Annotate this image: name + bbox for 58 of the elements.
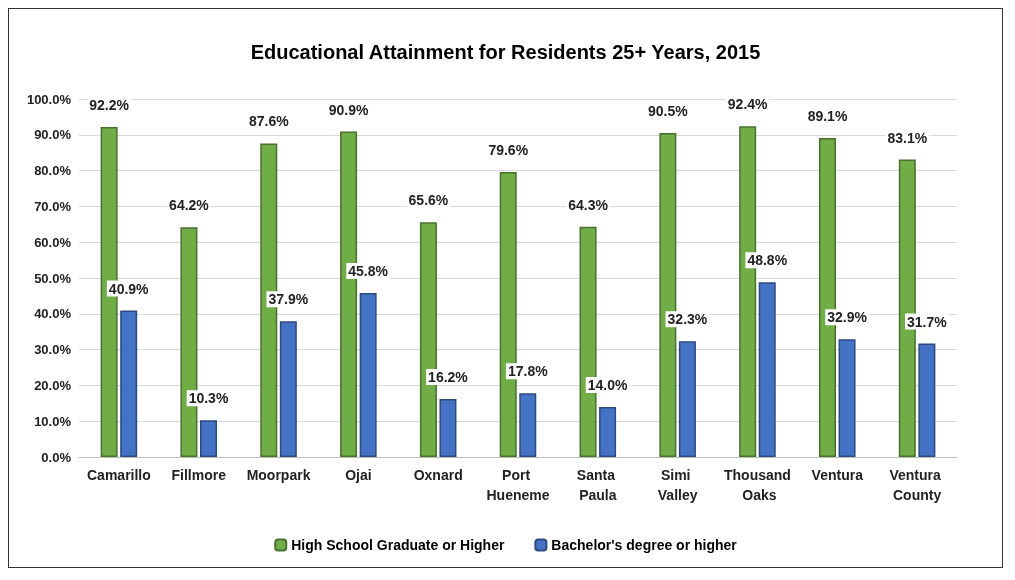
data-label: 32.3% bbox=[667, 311, 708, 328]
data-label: 64.2% bbox=[169, 197, 210, 214]
x-tick-label: Fillmore bbox=[171, 467, 227, 483]
y-tick-label: 40.0% bbox=[34, 306, 72, 322]
bar bbox=[359, 293, 377, 457]
y-tick-label: 0.0% bbox=[41, 449, 72, 465]
data-label: 31.7% bbox=[907, 313, 948, 330]
bar bbox=[918, 343, 936, 457]
y-tick-label: 100.0% bbox=[26, 91, 72, 107]
bar bbox=[120, 310, 138, 457]
x-tick-label: Ojai bbox=[345, 467, 372, 483]
data-label: 92.2% bbox=[89, 96, 130, 113]
data-label: 87.6% bbox=[248, 113, 290, 130]
data-label: 10.3% bbox=[188, 390, 229, 407]
data-label: 65.6% bbox=[408, 192, 449, 209]
y-tick-label: 20.0% bbox=[34, 377, 72, 393]
y-tick-label: 50.0% bbox=[34, 270, 72, 286]
data-label: 32.9% bbox=[827, 309, 868, 326]
data-label: 90.5% bbox=[648, 103, 689, 120]
data-label: 90.9% bbox=[328, 101, 369, 118]
y-tick-label: 80.0% bbox=[34, 163, 72, 179]
x-tick-label: Oxnard bbox=[413, 467, 463, 483]
y-tick-label: 10.0% bbox=[34, 413, 72, 429]
data-label: 83.1% bbox=[887, 129, 928, 146]
y-tick-label: 60.0% bbox=[34, 234, 72, 250]
bar bbox=[838, 339, 856, 457]
x-tick-label: Moorpark bbox=[246, 467, 311, 483]
x-tick-label: Camarillo bbox=[87, 467, 151, 483]
y-tick-label: 30.0% bbox=[34, 342, 72, 358]
x-tick-label: Ventura County bbox=[889, 467, 945, 503]
y-tick-label: 70.0% bbox=[34, 198, 72, 214]
x-tick-label: Simi Valley bbox=[657, 467, 698, 503]
chart-title: Educational Attainment for Residents 25+ Years, 2015 bbox=[250, 41, 761, 63]
data-label: 79.6% bbox=[488, 142, 529, 159]
x-tick-label: Thousand Oaks bbox=[724, 467, 791, 503]
legend-label: High School Graduate or Higher bbox=[291, 537, 505, 553]
data-label: 16.2% bbox=[428, 369, 469, 385]
bar bbox=[519, 393, 537, 457]
data-label: 17.8% bbox=[507, 363, 549, 380]
x-tick-label: Santa Paula bbox=[576, 467, 619, 503]
bar bbox=[439, 399, 457, 457]
bar bbox=[678, 341, 696, 457]
bar bbox=[200, 420, 217, 457]
bar bbox=[279, 321, 297, 457]
data-label: 89.1% bbox=[807, 108, 848, 125]
legend-label: Bachelor's degree or higher bbox=[551, 537, 738, 553]
bar bbox=[758, 282, 776, 457]
bar bbox=[599, 406, 617, 457]
data-label: 14.0% bbox=[587, 376, 628, 393]
x-tick-label: Ventura bbox=[811, 467, 864, 483]
x-tick-label: Port Hueneme bbox=[486, 467, 550, 503]
data-label: 37.9% bbox=[268, 291, 309, 308]
data-label: 48.8% bbox=[747, 252, 788, 269]
data-label: 64.3% bbox=[568, 196, 609, 213]
data-label: 40.9% bbox=[108, 280, 150, 297]
data-label: 92.4% bbox=[727, 96, 769, 113]
data-label: 45.8% bbox=[348, 263, 389, 280]
y-tick-label: 90.0% bbox=[34, 127, 72, 143]
